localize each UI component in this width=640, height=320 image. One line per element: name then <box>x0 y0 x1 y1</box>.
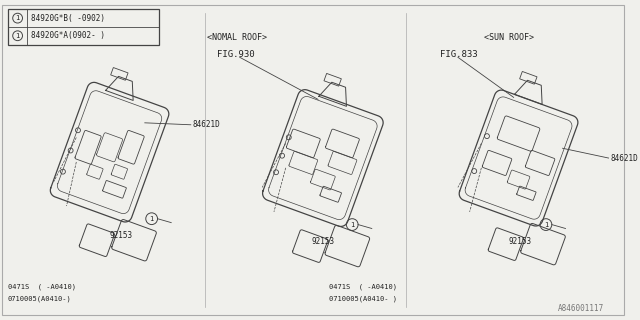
Text: 84621D: 84621D <box>611 154 638 163</box>
Text: FIG.833: FIG.833 <box>440 50 478 59</box>
Text: 92153: 92153 <box>311 237 334 246</box>
Text: 84621D: 84621D <box>193 120 221 129</box>
Text: 0710005(A0410- ): 0710005(A0410- ) <box>329 296 397 302</box>
Text: 0471S  ( -A0410): 0471S ( -A0410) <box>8 284 76 291</box>
Text: A846001117: A846001117 <box>557 304 604 313</box>
Text: 1: 1 <box>544 221 548 228</box>
Text: <SUN ROOF>: <SUN ROOF> <box>484 33 534 42</box>
Text: 1: 1 <box>15 33 20 39</box>
Text: FIG.930: FIG.930 <box>217 50 255 59</box>
Text: 1: 1 <box>150 216 154 222</box>
Text: 84920G*A(0902- ): 84920G*A(0902- ) <box>31 31 106 40</box>
Text: 84920G*B( -0902): 84920G*B( -0902) <box>31 14 106 23</box>
Text: 92153: 92153 <box>509 237 532 246</box>
Text: 0471S  ( -A0410): 0471S ( -A0410) <box>329 284 397 291</box>
Text: 1: 1 <box>350 221 355 228</box>
Text: 0710005(A0410-): 0710005(A0410-) <box>8 296 72 302</box>
Text: <NOMAL ROOF>: <NOMAL ROOF> <box>207 33 267 42</box>
Text: 92153: 92153 <box>109 231 132 240</box>
Text: 1: 1 <box>15 15 20 21</box>
